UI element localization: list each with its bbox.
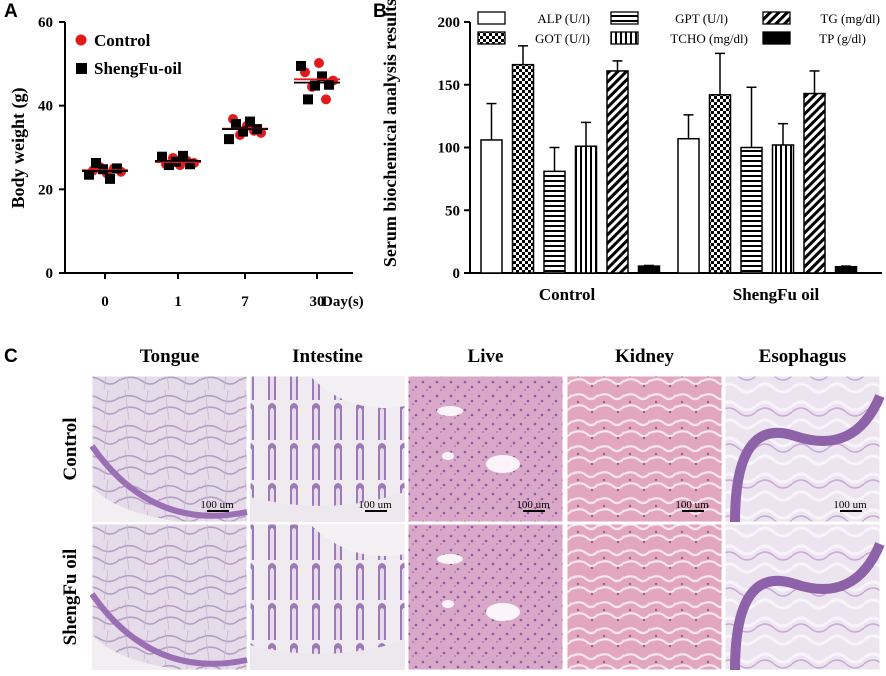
legend-series-label: TCHO (mg/dl)	[670, 31, 748, 46]
bar-hstripe	[740, 146, 763, 274]
histology-tile-liver: 100 um	[407, 375, 564, 523]
shengfu-data-point	[303, 94, 313, 105]
legend-swatch-checker	[477, 31, 506, 45]
panel-a-y-axis-title: Body weight (g)	[8, 87, 29, 208]
bar-checker	[708, 94, 732, 274]
panel-a-y-tick-label: 20	[38, 182, 53, 198]
legend-swatch-black	[762, 31, 791, 45]
shengfu-data-point	[238, 126, 248, 137]
shengfu-data-point	[310, 80, 320, 91]
panel-letter-b: B	[373, 1, 387, 22]
panel-b-y-tick-label: 0	[453, 266, 461, 282]
panel-c: C Tongue Intestine Live Kidney Esophagus Con…	[4, 346, 885, 671]
column-title: Live	[468, 346, 504, 367]
panel-b-y-tick-label: 200	[438, 15, 461, 31]
panel-b-y-tick-label: 150	[438, 78, 461, 94]
legend-series-label: TP (g/dl)	[819, 31, 866, 46]
bar-checker	[511, 63, 535, 274]
panel-a-x-tick-label: 1	[174, 294, 182, 310]
histology-tile-esophagus	[724, 523, 885, 671]
shengfu-data-point	[157, 151, 167, 162]
legend-swatch-vstripe	[610, 31, 639, 45]
column-title: Kidney	[615, 346, 675, 367]
shengfu-data-point	[178, 150, 188, 161]
histology-tile-kidney: 100 um	[566, 375, 723, 523]
panel-b-category-label: Control	[539, 285, 596, 304]
bar-vstripe	[574, 145, 598, 274]
control-data-point	[314, 57, 324, 68]
panel-a-x-tick-label: 7	[241, 294, 249, 310]
legend-shengfu-marker	[76, 63, 87, 74]
scale-bar-label: 100 um	[675, 499, 709, 511]
histology-tile-esophagus: 100 um	[724, 375, 885, 523]
legend-swatch-white	[477, 11, 506, 25]
histology-tile-tongue	[89, 523, 248, 671]
shengfu-data-point	[91, 157, 101, 168]
bar-hstripe	[543, 170, 566, 274]
histology-tile-tongue: 100 um	[89, 375, 248, 523]
histology-tile-kidney	[566, 523, 723, 671]
panel-a-x-tick-label: 0	[101, 294, 109, 310]
legend-series-label: TG (mg/dl)	[820, 11, 880, 26]
panel-b-category-label: ShengFu oil	[733, 285, 820, 304]
column-title: Tongue	[140, 346, 200, 367]
legend-swatch-hstripe	[610, 11, 639, 25]
shengfu-data-point	[324, 79, 334, 90]
shengfu-data-point	[84, 169, 94, 180]
bar-vstripe	[771, 144, 795, 274]
histology-tile-liver	[407, 523, 564, 671]
shengfu-data-point	[112, 163, 122, 174]
row-title: ShengFu oil	[60, 549, 81, 646]
panel-a-x-tick-label: 30	[310, 294, 325, 310]
panel-b: B Serum biochemical analysis results 0 50…	[373, 0, 882, 304]
control-data-point	[321, 94, 331, 105]
histology-tile-intestine: 100 um	[249, 375, 406, 523]
shengfu-data-point	[245, 116, 255, 127]
panel-letter-c: C	[4, 346, 18, 367]
legend-series-label: GPT (U/l)	[675, 11, 728, 26]
bar-white	[677, 137, 700, 274]
legend-series-label: ALP (U/l)	[537, 11, 590, 26]
bar-black	[834, 265, 858, 274]
panel-a-y-tick-label: 60	[38, 15, 53, 31]
legend-control-label: Control	[94, 31, 151, 50]
panel-a-y-tick-label: 40	[38, 99, 53, 115]
shengfu-data-point	[317, 71, 327, 82]
legend-series-label: GOT (U/l)	[535, 31, 590, 46]
bar-diagonal	[803, 92, 826, 274]
panel-b-y-axis-title-line1: Serum biochemical analysis results	[380, 0, 400, 267]
shengfu-data-point	[164, 160, 174, 171]
shengfu-data-point	[185, 159, 195, 170]
scale-bar-label: 100 um	[833, 499, 867, 511]
scale-bar-label: 100 um	[516, 499, 550, 511]
legend-shengfu-label: ShengFu-oil	[94, 59, 182, 78]
column-title: Intestine	[292, 346, 363, 367]
row-title: Control	[60, 418, 81, 481]
panel-a-x-unit-label: Day(s)	[322, 294, 364, 310]
legend-control-marker	[75, 34, 87, 46]
histology-tile-intestine	[249, 523, 406, 671]
shengfu-data-point	[231, 119, 241, 130]
bar-white	[480, 139, 503, 274]
legend-swatch-diagonal	[762, 11, 791, 25]
shengfu-data-point	[296, 60, 306, 71]
bar-black	[637, 265, 661, 274]
scale-bar-label: 100 um	[358, 499, 392, 511]
panel-a-legend: Control ShengFu-oil	[75, 31, 182, 78]
bar-diagonal	[606, 70, 629, 274]
column-title: Esophagus	[759, 346, 847, 367]
panel-letter-a: A	[4, 1, 18, 22]
shengfu-data-point	[105, 173, 115, 184]
panel-b-y-tick-label: 100	[438, 141, 461, 157]
shengfu-data-point	[224, 134, 234, 145]
panel-b-y-tick-label: 50	[445, 203, 460, 219]
panel-a-y-tick-label: 0	[46, 266, 54, 282]
scale-bar-label: 100 um	[200, 499, 234, 511]
panel-a: A Body weight (g) 0 20 40 60 0 1 7 30 Day(s) C…	[4, 1, 364, 310]
